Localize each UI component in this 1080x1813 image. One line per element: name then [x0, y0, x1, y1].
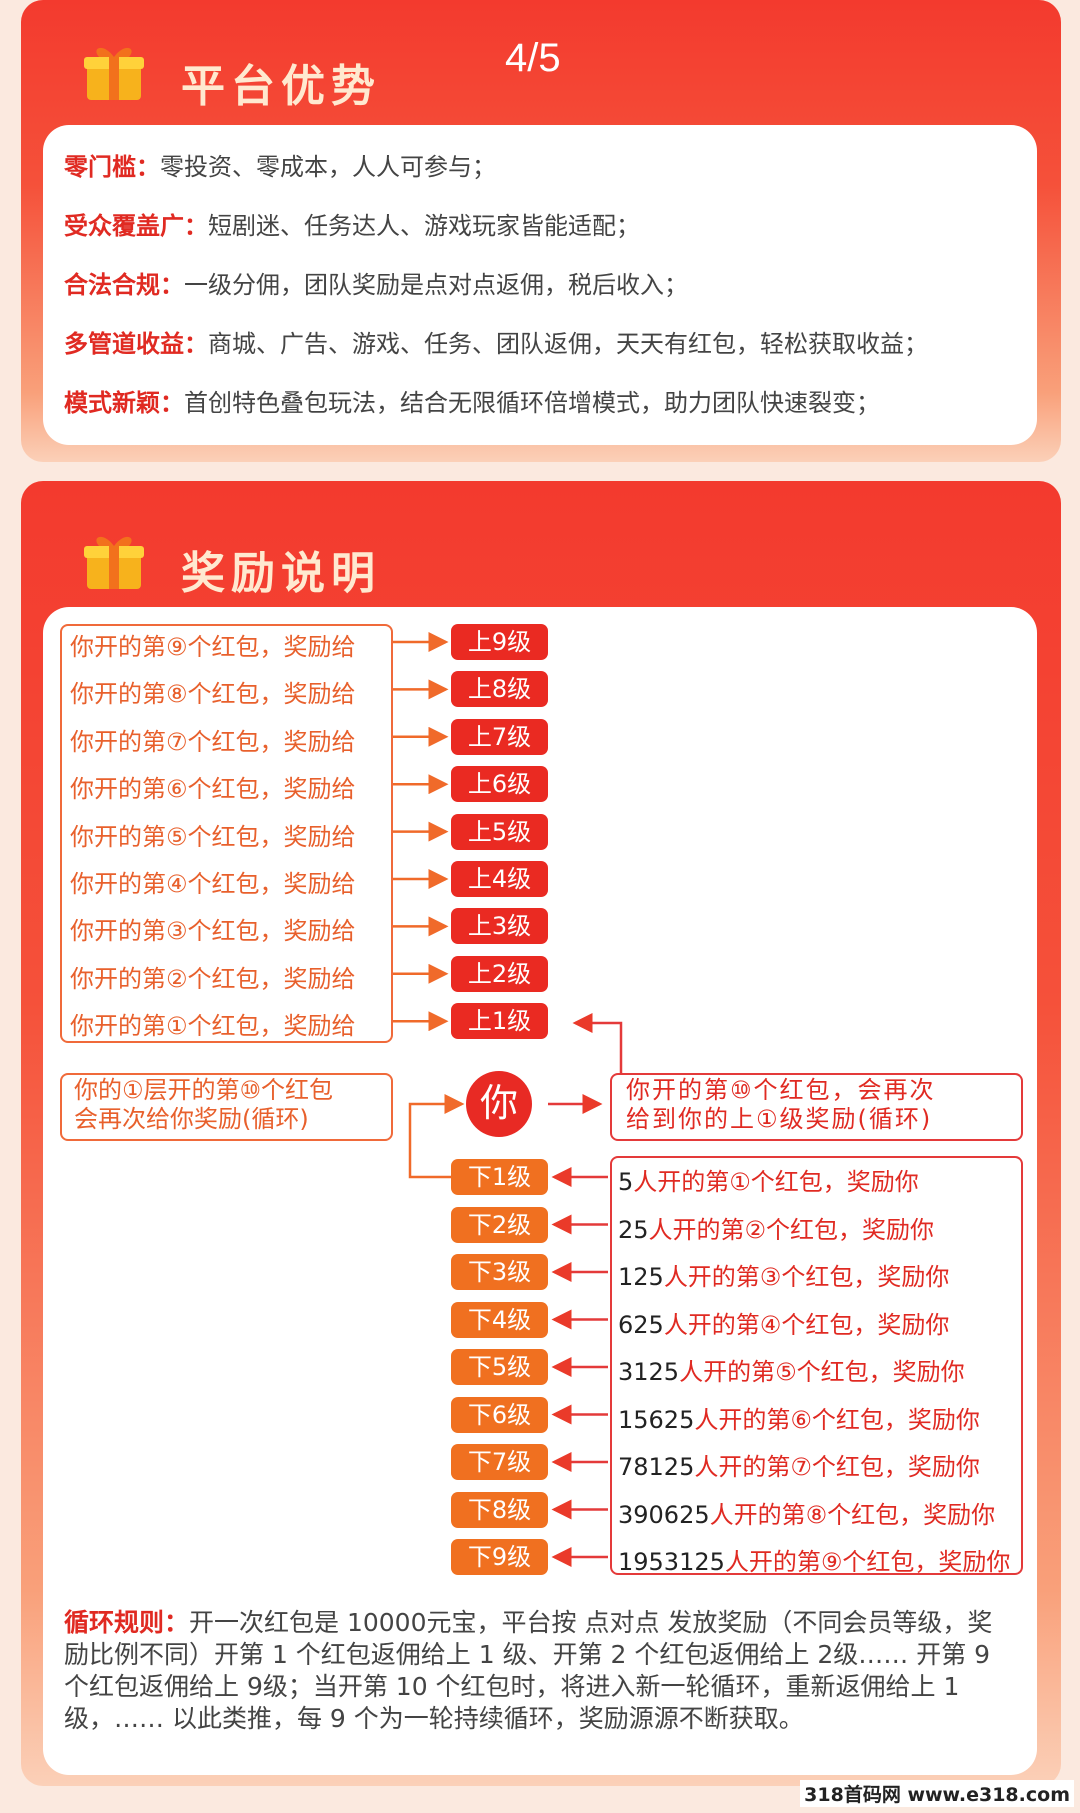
- right-note-box: [610, 1073, 1023, 1141]
- upline-row-text: 你开的第⑦个红包，奖励给: [70, 727, 356, 756]
- cycle-rules: 循环规则：开一次红包是 10000元宝，平台按 点对点 发放奖励（不同会员等级，…: [64, 1607, 1014, 1735]
- downline-level-badge: 下8级: [451, 1491, 548, 1528]
- advantage-item: 零门槛：零投资、零成本，人人可参与；: [64, 147, 496, 182]
- upline-level-badge: 上9级: [451, 624, 548, 660]
- downline-count: 78125: [618, 1453, 695, 1481]
- advantage-item: 多管道收益：商城、广告、游戏、任务、团队返佣，天天有红包，轻松获取收益；: [64, 324, 928, 359]
- you-circle: 你: [466, 1071, 532, 1137]
- rules-text: 开一次红包是 10000元宝，平台按 点对点 发放奖励（不同会员等级，奖励比例不…: [64, 1608, 993, 1733]
- downline-level-badge: 下4级: [451, 1301, 548, 1338]
- advantage-text: 商城、广告、游戏、任务、团队返佣，天天有红包，轻松获取收益；: [208, 330, 928, 358]
- downline-desc: 人开的第⑦个红包，奖励你: [694, 1453, 980, 1481]
- downline-row-text: 15625人开的第⑥个红包，奖励你: [618, 1400, 980, 1435]
- advantage-label: 合法合规：: [64, 271, 184, 299]
- upline-level-badge: 上1级: [451, 1003, 548, 1040]
- advantage-label: 受众覆盖广：: [64, 212, 208, 240]
- watermark: 318首码网 www.e318.com: [800, 1780, 1074, 1807]
- downline-level-badge: 下6级: [451, 1396, 548, 1433]
- right-note-line: 你开的第⑩个红包，会再次: [626, 1076, 936, 1104]
- downline-level-badge: 下5级: [451, 1349, 548, 1385]
- downline-level-badge: 下1级: [451, 1159, 548, 1195]
- downline-count: 125: [618, 1263, 664, 1291]
- downline-box: [610, 1156, 1023, 1575]
- rewards-title: 奖励说明: [181, 548, 381, 599]
- downline-count: 1953125: [618, 1548, 725, 1576]
- upline-level-badge: 上2级: [451, 955, 548, 992]
- upline-row-text: 你开的第⑤个红包，奖励给: [70, 822, 356, 851]
- upline-level-badge: 上3级: [451, 908, 548, 945]
- downline-desc: 人开的第③个红包，奖励你: [663, 1263, 950, 1291]
- left-note-line: 你的①层开的第⑩个红包: [74, 1076, 334, 1104]
- advantages-card: 平台优势: [21, 0, 1061, 462]
- upline-level-badge: 上5级: [451, 813, 548, 850]
- left-note: 你的①层开的第⑩个红包 会再次给你奖励(循环): [74, 1076, 333, 1134]
- downline-count: 15625: [618, 1405, 695, 1434]
- downline-row-text: 390625人开的第⑧个红包，奖励你: [618, 1495, 995, 1530]
- advantage-text: 短剧迷、任务达人、游戏玩家皆能适配；: [208, 212, 640, 240]
- downline-level-badge: 下7级: [451, 1444, 548, 1480]
- downline-desc: 人开的第⑥个红包，奖励你: [694, 1405, 980, 1434]
- upline-row-text: 你开的第③个红包，奖励给: [70, 917, 356, 946]
- downline-count: 25: [618, 1215, 649, 1244]
- downline-desc: 人开的第①个红包，奖励你: [633, 1168, 919, 1196]
- advantage-label: 模式新颖：: [64, 389, 184, 417]
- advantage-label: 零门槛：: [64, 153, 160, 181]
- upline-row-text: 你开的第②个红包，奖励给: [70, 964, 356, 993]
- downline-row-text: 1953125人开的第⑨个红包，奖励你: [618, 1542, 1010, 1577]
- upline-level-badge: 上6级: [451, 766, 548, 803]
- downline-desc: 人开的第⑧个红包，奖励你: [709, 1500, 996, 1529]
- upline-level-badge: 上4级: [451, 861, 548, 897]
- upline-level-badge: 上7级: [451, 718, 548, 755]
- upline-row-text: 你开的第⑨个红包，奖励给: [70, 633, 356, 661]
- downline-count: 3125: [618, 1358, 680, 1386]
- downline-count: 390625: [618, 1500, 710, 1529]
- downline-row-text: 125人开的第③个红包，奖励你: [618, 1257, 949, 1292]
- downline-row-text: 625人开的第④个红包，奖励你: [618, 1305, 949, 1340]
- downline-row-text: 3125人开的第⑤个红包，奖励你: [618, 1352, 965, 1387]
- downline-level-badge: 下2级: [451, 1206, 548, 1243]
- downline-row-text: 25人开的第②个红包，奖励你: [618, 1210, 934, 1245]
- advantage-item: 模式新颖：首创特色叠包玩法，结合无限循环倍增模式，助力团队快速裂变；: [64, 383, 880, 418]
- page-indicator: 4/5: [505, 36, 561, 80]
- upline-row-text: 你开的第④个红包，奖励给: [70, 870, 356, 898]
- advantage-item: 受众覆盖广：短剧迷、任务达人、游戏玩家皆能适配；: [64, 206, 640, 241]
- downline-desc: 人开的第⑨个红包，奖励你: [724, 1548, 1011, 1576]
- upline-row-text: 你开的第⑥个红包，奖励给: [70, 775, 356, 804]
- upline-row-text: 你开的第⑧个红包，奖励给: [70, 680, 356, 709]
- downline-desc: 人开的第④个红包，奖励你: [663, 1310, 950, 1339]
- right-note: 你开的第⑩个红包，会再次 给到你的上①级奖励(循环): [626, 1076, 936, 1134]
- downline-level-badge: 下9级: [451, 1539, 548, 1575]
- advantage-text: 一级分佣，团队奖励是点对点返佣，税后收入；: [184, 271, 688, 299]
- downline-desc: 人开的第⑤个红包，奖励你: [679, 1358, 965, 1386]
- rules-label: 循环规则：: [64, 1608, 190, 1637]
- downline-count: 625: [618, 1310, 664, 1339]
- advantage-item: 合法合规：一级分佣，团队奖励是点对点返佣，税后收入；: [64, 265, 688, 300]
- advantage-label: 多管道收益：: [64, 330, 208, 358]
- upline-level-badge: 上8级: [451, 671, 548, 708]
- advantages-title: 平台优势: [181, 61, 381, 112]
- upline-box: [60, 624, 393, 1043]
- left-note-box: [60, 1073, 393, 1141]
- advantage-text: 零投资、零成本，人人可参与；: [160, 153, 496, 181]
- advantage-text: 首创特色叠包玩法，结合无限循环倍增模式，助力团队快速裂变；: [184, 389, 880, 417]
- downline-row-text: 78125人开的第⑦个红包，奖励你: [618, 1447, 980, 1482]
- downline-level-badge: 下3级: [451, 1254, 548, 1290]
- downline-count: 5: [618, 1168, 634, 1196]
- downline-desc: 人开的第②个红包，奖励你: [648, 1215, 935, 1244]
- left-note-line: 会再次给你奖励(循环): [74, 1105, 309, 1133]
- right-note-line: 给到你的上①级奖励(循环): [626, 1105, 933, 1133]
- advantages-panel: [43, 125, 1037, 445]
- upline-row-text: 你开的第①个红包，奖励给: [70, 1012, 356, 1041]
- downline-row-text: 5人开的第①个红包，奖励你: [618, 1162, 919, 1197]
